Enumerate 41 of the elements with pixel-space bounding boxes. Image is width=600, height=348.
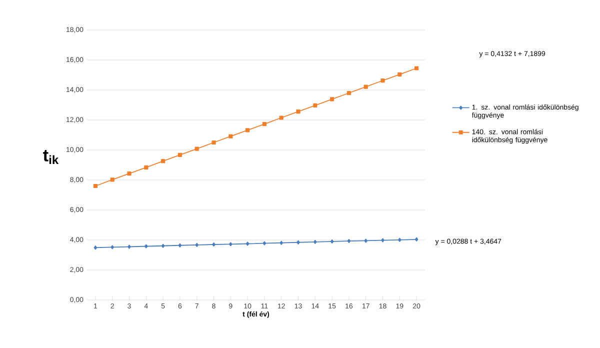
point [93, 184, 98, 188]
point [246, 242, 250, 246]
point [347, 238, 351, 244]
point [330, 239, 334, 244]
point [313, 103, 318, 108]
point [296, 110, 300, 114]
point [195, 242, 199, 247]
point [94, 246, 98, 250]
point [380, 78, 385, 83]
point [212, 242, 216, 247]
point [110, 245, 114, 250]
point [414, 66, 419, 70]
point [110, 178, 114, 182]
point [314, 240, 317, 244]
point [212, 140, 216, 145]
point [414, 237, 418, 242]
point [246, 128, 250, 132]
point [161, 244, 165, 248]
point [330, 97, 334, 102]
point [296, 240, 300, 244]
point [364, 84, 368, 89]
point [279, 116, 284, 120]
point [381, 238, 384, 242]
point [178, 243, 182, 248]
point [262, 241, 266, 246]
point [144, 165, 148, 170]
point [127, 171, 132, 176]
point [398, 238, 402, 242]
point [398, 72, 402, 76]
point [229, 242, 232, 246]
point [128, 244, 131, 249]
point [280, 240, 283, 245]
point [228, 134, 233, 138]
point [178, 152, 182, 157]
point [194, 146, 199, 151]
point [161, 159, 166, 164]
y-axis-title: t$_{ik}$ [43, 150, 59, 164]
point [346, 90, 351, 96]
point [262, 122, 267, 126]
point [364, 238, 368, 243]
point [144, 244, 148, 248]
